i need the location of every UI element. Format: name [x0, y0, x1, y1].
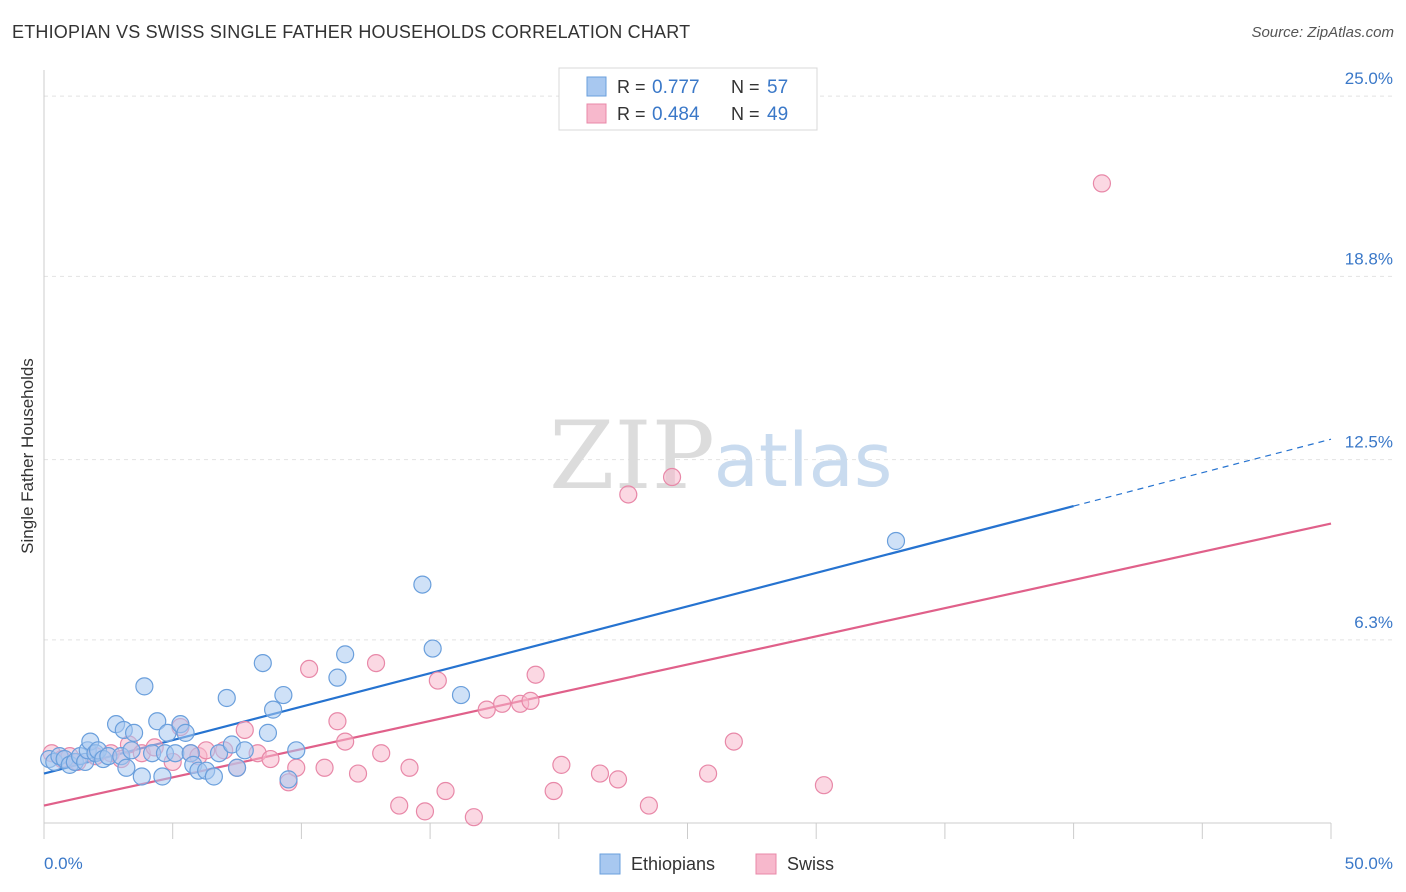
- data-point-swiss: [639, 796, 658, 815]
- data-point-swiss: [372, 744, 391, 763]
- trend-line-ethiopians-extension: [1073, 438, 1332, 507]
- data-point-swiss: [477, 700, 496, 719]
- data-point-swiss: [724, 732, 743, 751]
- data-point-ethiopians: [117, 758, 136, 777]
- trend-line-ethiopians: [43, 505, 1074, 775]
- data-points: [40, 174, 1112, 827]
- data-point-swiss: [552, 755, 571, 774]
- data-point-swiss: [428, 671, 447, 690]
- data-point-ethiopians: [413, 575, 432, 594]
- legend-n-swiss: 49: [767, 104, 788, 125]
- data-point-swiss: [493, 694, 512, 713]
- data-point-swiss: [526, 665, 545, 684]
- data-point-ethiopians: [274, 685, 293, 705]
- tick-labels: 6.3% 12.5% 18.8% 25.0% 0.0% 50.0%: [44, 69, 1393, 873]
- watermark-atlas: atlas: [714, 418, 893, 504]
- bottom-legend-swatch-swiss: [755, 853, 777, 875]
- data-point-ethiopians: [122, 741, 141, 760]
- data-point-ethiopians: [328, 668, 347, 687]
- data-point-ethiopians: [253, 653, 272, 673]
- data-point-ethiopians: [166, 744, 185, 763]
- data-point-swiss: [366, 653, 386, 673]
- data-point-ethiopians: [217, 688, 236, 708]
- data-point-ethiopians: [204, 767, 223, 786]
- data-point-swiss: [662, 467, 682, 487]
- legend: R = 0.777 N = 57 R = 0.484 N = 49: [558, 67, 818, 131]
- data-point-swiss: [619, 485, 638, 504]
- data-point-ethiopians: [153, 767, 172, 786]
- data-point-swiss: [315, 758, 334, 777]
- source-label: Source: ZipAtlas.com: [1251, 24, 1394, 41]
- data-point-swiss: [1092, 174, 1112, 193]
- data-point-swiss: [328, 712, 347, 731]
- data-point-ethiopians: [176, 723, 195, 742]
- axes: [43, 70, 1332, 839]
- data-point-swiss: [436, 781, 455, 801]
- legend-swatch-swiss: [586, 103, 607, 124]
- data-point-swiss: [415, 802, 435, 821]
- legend-n-label: N =: [731, 77, 760, 97]
- y-tick-label: 6.3%: [1354, 613, 1393, 632]
- legend-n-ethiopians: 57: [767, 77, 788, 98]
- data-point-swiss: [235, 720, 254, 740]
- y-tick-label: 12.5%: [1345, 433, 1393, 452]
- data-point-ethiopians: [227, 758, 247, 777]
- data-point-ethiopians: [158, 723, 177, 742]
- data-point-swiss: [698, 764, 718, 783]
- data-point-ethiopians: [209, 744, 229, 763]
- data-point-ethiopians: [263, 700, 283, 719]
- x-tick-label: 0.0%: [44, 854, 83, 873]
- data-point-ethiopians: [336, 645, 355, 664]
- y-tick-label: 25.0%: [1345, 69, 1393, 88]
- data-point-ethiopians: [124, 723, 144, 742]
- data-point-swiss: [261, 749, 280, 769]
- data-point-swiss: [814, 776, 834, 795]
- gridlines: [44, 95, 1393, 641]
- watermark: ZIP atlas: [549, 402, 892, 511]
- data-point-swiss: [464, 808, 483, 827]
- data-point-ethiopians: [279, 770, 298, 789]
- data-point-ethiopians: [287, 741, 306, 760]
- legend-r-label: R =: [617, 104, 646, 124]
- bottom-legend-label-swiss: Swiss: [787, 854, 834, 874]
- legend-r-swiss: 0.484: [652, 104, 700, 125]
- data-point-ethiopians: [235, 741, 254, 760]
- chart-title: ETHIOPIAN VS SWISS SINGLE FATHER HOUSEHO…: [12, 22, 691, 42]
- bottom-legend-swatch-ethiopians: [599, 853, 621, 875]
- data-point-ethiopians: [886, 531, 906, 551]
- data-point-swiss: [590, 764, 610, 783]
- legend-r-ethiopians: 0.777: [652, 77, 700, 98]
- y-tick-label: 18.8%: [1345, 249, 1393, 268]
- x-tick-label: 50.0%: [1345, 854, 1393, 873]
- data-point-swiss: [348, 764, 368, 783]
- data-point-ethiopians: [132, 767, 151, 786]
- data-point-ethiopians: [423, 639, 442, 658]
- data-point-ethiopians: [135, 677, 154, 696]
- data-point-swiss: [336, 732, 355, 751]
- bottom-legend: Ethiopians Swiss: [599, 853, 834, 875]
- data-point-swiss: [400, 758, 419, 777]
- data-point-ethiopians: [451, 685, 471, 705]
- bottom-legend-label-ethiopians: Ethiopians: [631, 854, 715, 874]
- data-point-ethiopians: [148, 712, 167, 731]
- legend-swatch-ethiopians: [586, 76, 607, 97]
- data-point-swiss: [544, 781, 563, 801]
- data-point-ethiopians: [258, 723, 278, 742]
- legend-n-label: N =: [731, 104, 760, 124]
- data-point-swiss: [608, 770, 628, 789]
- data-point-swiss: [521, 691, 540, 710]
- data-point-swiss: [300, 659, 319, 679]
- legend-r-label: R =: [617, 77, 646, 97]
- data-point-swiss: [390, 796, 409, 815]
